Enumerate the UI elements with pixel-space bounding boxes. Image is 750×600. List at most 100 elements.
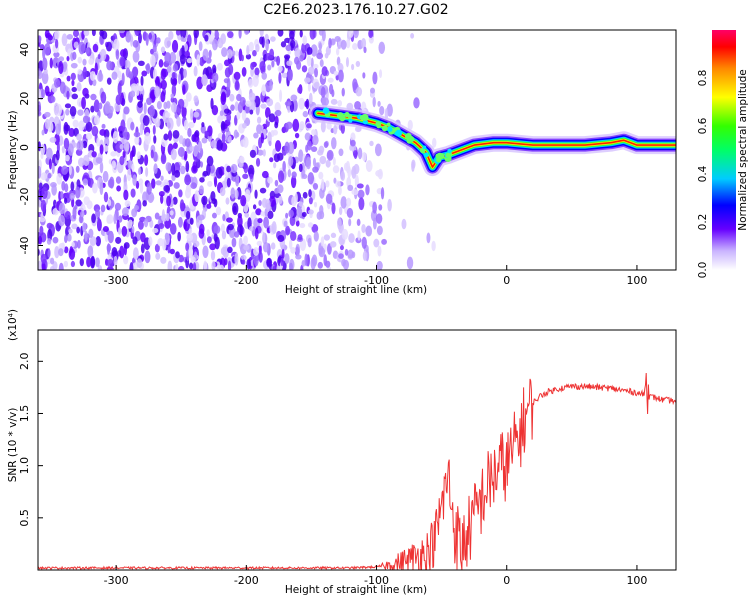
heatmap-cell <box>114 202 122 211</box>
heatmap-cell <box>377 245 382 257</box>
heatmap-cell <box>138 178 144 185</box>
heatmap-cell <box>331 89 335 98</box>
heatmap-cell <box>113 255 118 267</box>
heatmap-cell <box>318 171 324 180</box>
signal-track-blob <box>422 145 427 150</box>
heatmap-cell <box>267 64 272 71</box>
top-y-tick-label: -20 <box>18 188 31 206</box>
heatmap-cell <box>140 75 144 87</box>
heatmap-cell <box>311 129 316 136</box>
heatmap-cell <box>338 206 343 216</box>
heatmap-cell <box>72 119 79 128</box>
chart-title: C2E6.2023.176.10.27.G02 <box>263 2 448 18</box>
heatmap-cell <box>85 121 93 132</box>
heatmap-cell <box>373 238 380 248</box>
heatmap-cell <box>306 47 313 55</box>
heatmap-cell <box>241 110 247 121</box>
heatmap-cell <box>270 242 276 250</box>
bottom-x-tick-label: -100 <box>364 574 389 587</box>
heatmap-cell <box>348 233 355 244</box>
heatmap-cell <box>325 180 330 188</box>
heatmap-cell <box>305 98 310 110</box>
heatmap-cell <box>125 31 132 43</box>
heatmap-cell <box>61 165 69 175</box>
heatmap-cell <box>101 123 106 129</box>
heatmap-cell <box>254 67 260 76</box>
heatmap-cell <box>61 146 65 154</box>
heatmap-cell <box>307 237 312 248</box>
heatmap-cell <box>113 38 120 52</box>
heatmap-cell <box>338 148 344 157</box>
heatmap-cell <box>106 77 112 85</box>
heatmap-cell <box>110 151 117 157</box>
heatmap-cell <box>74 204 78 210</box>
heatmap-cell <box>213 176 218 188</box>
heatmap-cell <box>39 44 45 51</box>
heatmap-cell <box>84 230 88 243</box>
heatmap-cell <box>374 143 382 157</box>
heatmap-cell <box>347 166 351 179</box>
heatmap-cell <box>304 77 311 83</box>
heatmap-cell <box>154 243 160 253</box>
heatmap-cell <box>173 182 180 189</box>
heatmap-cell <box>46 222 53 229</box>
heatmap-cell <box>318 30 324 36</box>
heatmap-cell <box>172 196 178 205</box>
colorbar-tick-label: 0.8 <box>697 70 709 87</box>
heatmap-cell <box>102 225 109 233</box>
heatmap-cell <box>72 51 77 60</box>
heatmap-cell <box>61 33 68 47</box>
heatmap-cell <box>164 37 171 49</box>
heatmap-cell <box>122 150 126 159</box>
heatmap-cell <box>186 233 193 242</box>
heatmap-cell <box>123 255 129 265</box>
heatmap-cell <box>325 193 333 204</box>
heatmap-cell <box>262 231 266 244</box>
heatmap-cell <box>177 216 183 228</box>
heatmap-cell <box>167 130 173 141</box>
heatmap-cell <box>153 135 157 144</box>
bottom-x-axis-label: Height of straight line (km) <box>285 584 427 596</box>
heatmap-cell <box>217 115 224 124</box>
heatmap-cell <box>77 239 81 249</box>
heatmap-cell <box>123 189 129 201</box>
heatmap-cell <box>377 100 381 107</box>
heatmap-cell <box>172 129 180 139</box>
heatmap-cell <box>164 232 169 241</box>
heatmap-cell <box>305 156 312 170</box>
heatmap-cell <box>240 195 247 207</box>
heatmap-cell <box>91 213 96 224</box>
heatmap-cell <box>113 213 117 225</box>
heatmap-cell <box>348 30 354 38</box>
top-y-tick-label: 20 <box>18 92 31 106</box>
heatmap-cell <box>235 50 239 57</box>
heatmap-cell <box>106 60 113 71</box>
heatmap-cell <box>99 161 104 174</box>
heatmap-cell <box>178 254 184 263</box>
heatmap-cell <box>104 136 110 148</box>
heatmap-cell <box>38 165 42 179</box>
heatmap-cell <box>308 197 313 205</box>
heatmap-cell <box>198 41 203 52</box>
heatmap-cell <box>226 48 233 59</box>
snr-panel: -300 -200 -100 0 100 0.5 1.0 1.5 2.0 Height of … <box>7 309 677 596</box>
heatmap-cell <box>142 115 150 127</box>
heatmap-cell <box>220 223 226 233</box>
heatmap-cell <box>301 42 307 54</box>
heatmap-cell <box>179 54 186 65</box>
heatmap-cell <box>97 216 101 229</box>
signal-track-blob <box>381 125 388 132</box>
heatmap-cell <box>313 231 319 242</box>
heatmap-cell <box>76 82 82 92</box>
heatmap-cell <box>362 72 366 79</box>
heatmap-cell <box>365 184 370 196</box>
top-x-ticks: -300 -200 -100 0 100 <box>104 265 647 287</box>
heatmap-cell <box>172 77 178 87</box>
heatmap-cell <box>284 101 292 107</box>
heatmap-cell <box>82 154 90 167</box>
heatmap-cell <box>192 160 197 173</box>
heatmap-cell <box>256 149 264 156</box>
heatmap-cell <box>201 74 208 86</box>
heatmap-cell <box>216 62 223 71</box>
signal-track-blob <box>447 148 452 154</box>
